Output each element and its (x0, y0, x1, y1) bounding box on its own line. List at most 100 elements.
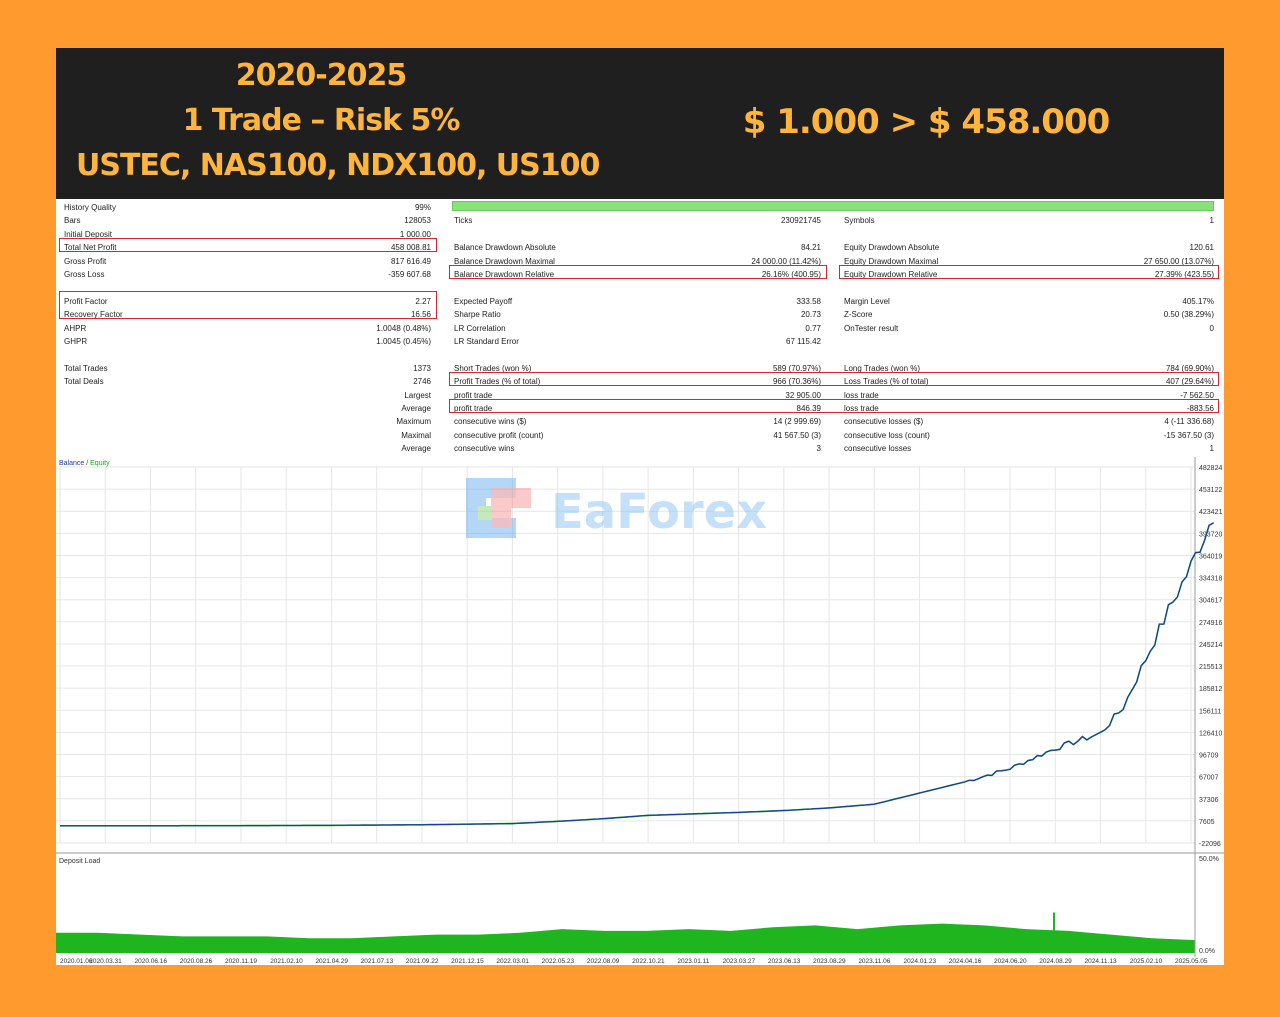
x-tick-label: 2023.08.29 (813, 958, 846, 965)
metric-value: 230921745 (780, 216, 821, 226)
metric-label: GHPR (64, 337, 88, 346)
metric-value: 1 (1209, 216, 1214, 226)
metric-label: Short Trades (won %) (454, 363, 532, 373)
y-tick-label: 185812 (1199, 686, 1222, 693)
metric-label: LR Standard Error (454, 337, 519, 346)
y-tick-label: -22096 (1199, 841, 1221, 848)
metric-label: Long Trades (won %) (844, 363, 921, 373)
report-panel: 2020-2025 1 Trade – Risk 5% USTEC, NAS10… (56, 48, 1224, 965)
metric-value: 784 (69.90%) (1165, 363, 1214, 373)
x-tick-label: 2021.12.15 (451, 958, 484, 965)
metric-label: consecutive losses ($) (844, 417, 924, 427)
banner-period: 2020-2025 (235, 58, 407, 93)
metric-value: 120.61 (1189, 243, 1214, 253)
metric-value: 128053 (404, 216, 431, 226)
metric-label: Total Trades (64, 363, 108, 373)
metric-label: Loss Trades (% of total) (844, 377, 929, 387)
metric-value: -359 607.68 (388, 270, 431, 279)
metric-label: Balance Drawdown Maximal (454, 256, 555, 266)
x-tick-label: 2024.06.20 (994, 958, 1027, 965)
x-tick-label: 2022.08.09 (587, 958, 620, 965)
y-tick-label: 334318 (1199, 576, 1222, 583)
metric-label: loss trade (844, 390, 879, 400)
y-tick-label: 423421 (1199, 509, 1222, 516)
y-tick-label: 482824 (1199, 465, 1222, 472)
x-tick-label: 2024.01.23 (904, 958, 937, 965)
highlight-balance-dd-relative (449, 265, 827, 279)
metric-label: OnTester result (844, 323, 899, 333)
metric-value: 1.0045 (0.45%) (376, 337, 431, 346)
metric-value: 3 (816, 444, 821, 454)
deposit-load-title: Deposit Load (59, 858, 100, 865)
metric-value: 26.16% (400.95) (761, 270, 821, 279)
x-tick-label: 2020.01.06 (60, 958, 93, 965)
x-tick-label: 2025.05.05 (1175, 958, 1208, 965)
metric-value: 2746 (413, 377, 431, 387)
metric-value: -15 367.50 (3) (1163, 430, 1214, 440)
metric-label: History Quality (64, 203, 117, 212)
metric-value: 405.17% (1182, 296, 1214, 306)
x-tick-label: 2023.01.11 (677, 958, 709, 965)
metric-label: profit trade (454, 390, 493, 400)
metric-label: Total Net Profit (64, 243, 117, 253)
metric-value: 14 (2 999.69) (773, 417, 821, 427)
y-tick-label: 7605 (1199, 819, 1215, 826)
metric-value: 589 (70.97%) (772, 363, 821, 373)
banner-strategy: 1 Trade – Risk 5% (182, 103, 461, 138)
metric-value: 1 (1209, 444, 1214, 454)
metric-value: 1373 (413, 363, 431, 373)
metric-value: 846.39 (796, 404, 821, 413)
x-tick-label: 2020.11.19 (225, 958, 257, 965)
metric-value: 817 616.49 (390, 256, 431, 266)
x-tick-label: 2024.04.16 (949, 958, 982, 965)
metric-value: -883.56 (1186, 404, 1214, 413)
y-tick-label: 274916 (1199, 620, 1222, 627)
metric-label: Bars (64, 216, 81, 226)
metric-value: 20.73 (800, 310, 821, 320)
trade-stat-label: Largest (404, 390, 431, 400)
history-quality-bar (452, 201, 1214, 211)
x-tick-label: 2021.04.29 (315, 958, 348, 965)
trade-stat-label: Maximal (401, 430, 431, 440)
metric-label: Gross Loss (64, 270, 105, 279)
metric-label: Margin Level (844, 296, 890, 306)
metric-label: Ticks (454, 216, 473, 226)
metric-value: 2.27 (415, 296, 431, 306)
promo-banner: 2020-2025 1 Trade – Risk 5% USTEC, NAS10… (56, 48, 1224, 199)
metric-value: 0.50 (38.29%) (1163, 310, 1214, 320)
y-tick-label: 215513 (1199, 664, 1222, 671)
metric-label: Recovery Factor (64, 310, 123, 320)
metric-label: Symbols (844, 216, 875, 226)
chart-legend: Balance / Equity (59, 460, 110, 467)
metric-label: consecutive losses (844, 444, 912, 454)
y-tick-label: 245214 (1199, 642, 1222, 649)
metric-label: Sharpe Ratio (454, 310, 501, 320)
highlight-equity-dd-relative (839, 265, 1219, 279)
metric-label: Profit Trades (% of total) (454, 377, 541, 387)
y-tick-label: 156111 (1199, 708, 1221, 715)
deposit-load-tick: 50.0% (1199, 856, 1219, 863)
metric-value: 41 567.50 (3) (773, 430, 821, 440)
metric-value: 0 (1209, 323, 1214, 333)
metric-value: 407 (29.64%) (1165, 377, 1214, 387)
metric-label: Initial Deposit (64, 229, 113, 239)
metric-label: consecutive profit (count) (454, 430, 544, 440)
x-tick-label: 2022.10.21 (632, 958, 665, 965)
metric-label: Equity Drawdown Maximal (844, 256, 939, 266)
trade-stat-label: Average (401, 404, 431, 413)
y-tick-label: 304617 (1199, 598, 1222, 605)
chart-background (56, 457, 1224, 965)
metric-label: consecutive wins ($) (454, 417, 527, 427)
y-tick-label: 37306 (1199, 797, 1219, 804)
x-tick-label: 2024.08.29 (1039, 958, 1072, 965)
metric-label: Equity Drawdown Relative (844, 270, 938, 279)
metric-value: 67 115.42 (786, 337, 821, 346)
metric-label: Balance Drawdown Absolute (454, 243, 556, 253)
metric-value: 16.56 (410, 310, 431, 320)
metric-value: 84.21 (800, 243, 821, 253)
x-tick-label: 2023.06.13 (768, 958, 801, 965)
metric-value: 24 000.00 (11.42%) (751, 256, 821, 266)
metric-value: 99% (414, 203, 431, 212)
metric-value: 4 (-11 336.68) (1164, 417, 1214, 427)
metric-label: consecutive wins (454, 444, 515, 454)
